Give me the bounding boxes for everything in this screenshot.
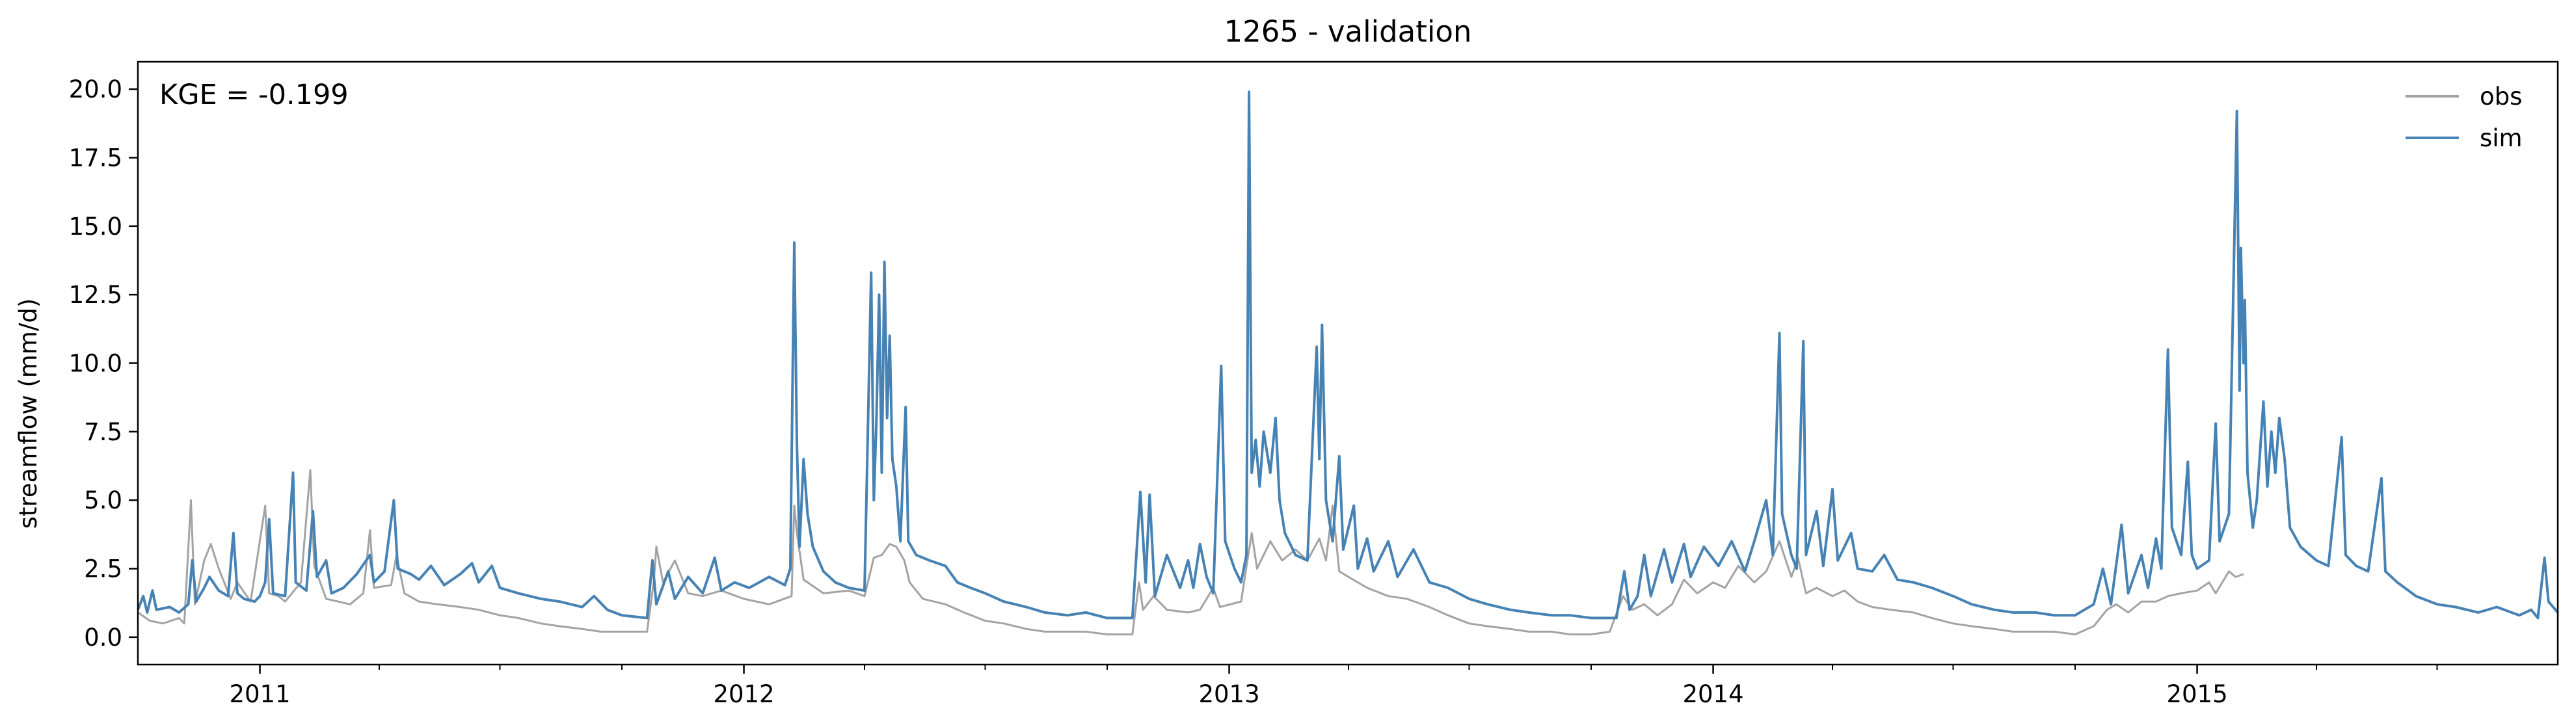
sim-line: [137, 90, 2559, 620]
x-tick-label: 2014: [1682, 680, 1743, 708]
y-tick-label: 5.0: [84, 486, 122, 514]
plot-area: [137, 90, 2559, 636]
sim-series: [137, 90, 2559, 620]
legend: obs sim: [2406, 83, 2523, 152]
plot-frame: [137, 60, 2559, 666]
chart-title: 1265 - validation: [1224, 14, 1472, 49]
y-tick-label: 20.0: [69, 75, 122, 103]
y-tick-label: 15.0: [69, 213, 122, 241]
x-axis: 2011 2012 2013 2014 2015: [229, 665, 2438, 708]
x-tick-label: 2015: [2166, 680, 2227, 708]
kge-annotation: KGE = -0.199: [159, 79, 349, 111]
y-tick-label: 10.0: [69, 350, 122, 378]
x-tick-label: 2011: [229, 680, 290, 708]
y-tick-label: 2.5: [84, 555, 122, 583]
obs-legend-label: obs: [2480, 83, 2522, 111]
y-tick-label: 12.5: [69, 281, 122, 309]
obs-series: [137, 469, 2244, 636]
obs-line: [137, 469, 2244, 636]
y-axis: 0.0 2.5 5.0 7.5 10.0 12.5 15.0 17.5 20.0: [69, 75, 138, 652]
y-axis-title: streamflow (mm/d): [14, 298, 42, 529]
sim-legend-label: sim: [2480, 124, 2523, 152]
y-tick-label: 0.0: [84, 624, 122, 652]
y-tick-label: 7.5: [84, 418, 122, 446]
x-tick-label: 2013: [1198, 680, 1259, 708]
x-tick-label: 2012: [713, 680, 774, 708]
y-tick-label: 17.5: [69, 144, 122, 172]
